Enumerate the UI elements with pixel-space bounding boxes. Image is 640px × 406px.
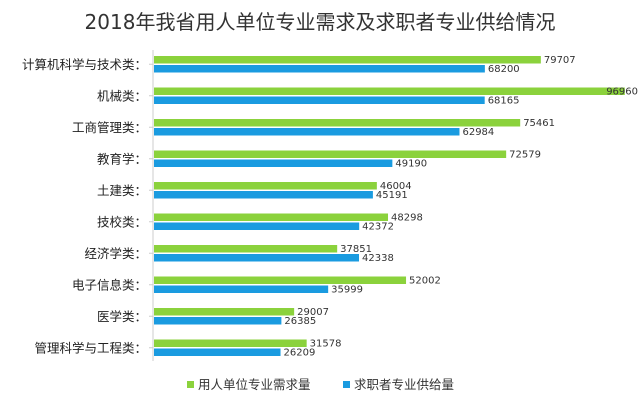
legend-swatch-supply bbox=[343, 381, 350, 388]
legend-label-supply: 求职者专业供给量 bbox=[354, 377, 454, 392]
bar-demand bbox=[154, 150, 507, 158]
labels-layer: 计算机科学与技术类： 79707 68200 机械类： 96960 68165 工商管理类：… bbox=[22, 55, 638, 359]
bar-demand bbox=[154, 213, 389, 221]
data-label: 79707 bbox=[544, 55, 576, 66]
category-label: 计算机科学与技术类： bbox=[22, 57, 147, 72]
bar-demand bbox=[154, 308, 295, 316]
bar-supply bbox=[154, 254, 360, 262]
bar-demand bbox=[154, 276, 407, 284]
data-label: 31578 bbox=[310, 339, 342, 350]
bar-supply bbox=[154, 159, 393, 167]
data-label: 26385 bbox=[284, 316, 316, 327]
axis-layer bbox=[149, 50, 154, 361]
data-label: 49190 bbox=[395, 159, 427, 170]
data-label: 35999 bbox=[331, 285, 363, 296]
category-label: 教育学： bbox=[97, 151, 147, 166]
category-label: 工商管理类： bbox=[72, 120, 147, 135]
data-label: 68200 bbox=[488, 64, 520, 75]
bar-demand bbox=[154, 182, 377, 190]
bar-supply bbox=[154, 317, 282, 325]
bar-demand bbox=[154, 56, 541, 64]
data-label: 68165 bbox=[488, 96, 520, 107]
category-label: 医学类： bbox=[97, 309, 147, 324]
category-label: 土建类： bbox=[97, 183, 147, 198]
data-label: 42338 bbox=[362, 253, 394, 264]
category-label: 经济学类： bbox=[84, 246, 147, 261]
data-label: 46004 bbox=[380, 181, 412, 192]
legend: 用人单位专业需求量 求职者专业供给量 bbox=[187, 377, 454, 392]
category-label: 机械类： bbox=[97, 88, 147, 103]
category-label: 管理科学与工程类： bbox=[34, 340, 147, 355]
bar-demand bbox=[154, 87, 625, 95]
category-label: 电子信息类： bbox=[72, 277, 147, 292]
data-label: 72579 bbox=[509, 150, 541, 161]
category-label: 技校类： bbox=[97, 214, 147, 229]
data-label: 37851 bbox=[340, 244, 372, 255]
legend-swatch-demand bbox=[187, 381, 194, 388]
bar-supply bbox=[154, 96, 485, 104]
data-label: 42372 bbox=[362, 222, 394, 233]
legend-label-demand: 用人单位专业需求量 bbox=[198, 377, 311, 392]
bar-supply bbox=[154, 191, 373, 199]
data-label: 96960 bbox=[606, 87, 638, 98]
bar-supply bbox=[154, 65, 485, 73]
bars-layer bbox=[154, 56, 625, 356]
bar-demand bbox=[154, 119, 521, 127]
chart-title: 2018年我省用人单位专业需求及求职者专业供给情况 bbox=[85, 10, 556, 34]
bar-supply bbox=[154, 285, 329, 293]
data-label: 29007 bbox=[297, 307, 329, 318]
data-label: 52002 bbox=[409, 276, 441, 287]
bar-supply bbox=[154, 222, 360, 230]
bar-demand bbox=[154, 245, 338, 253]
data-label: 26209 bbox=[284, 348, 316, 359]
data-label: 45191 bbox=[376, 190, 408, 201]
bar-supply bbox=[154, 348, 281, 356]
bar-supply bbox=[154, 128, 460, 136]
data-label: 62984 bbox=[462, 127, 494, 138]
bar-demand bbox=[154, 339, 307, 347]
data-label: 48298 bbox=[391, 213, 423, 224]
data-label: 75461 bbox=[523, 118, 555, 129]
